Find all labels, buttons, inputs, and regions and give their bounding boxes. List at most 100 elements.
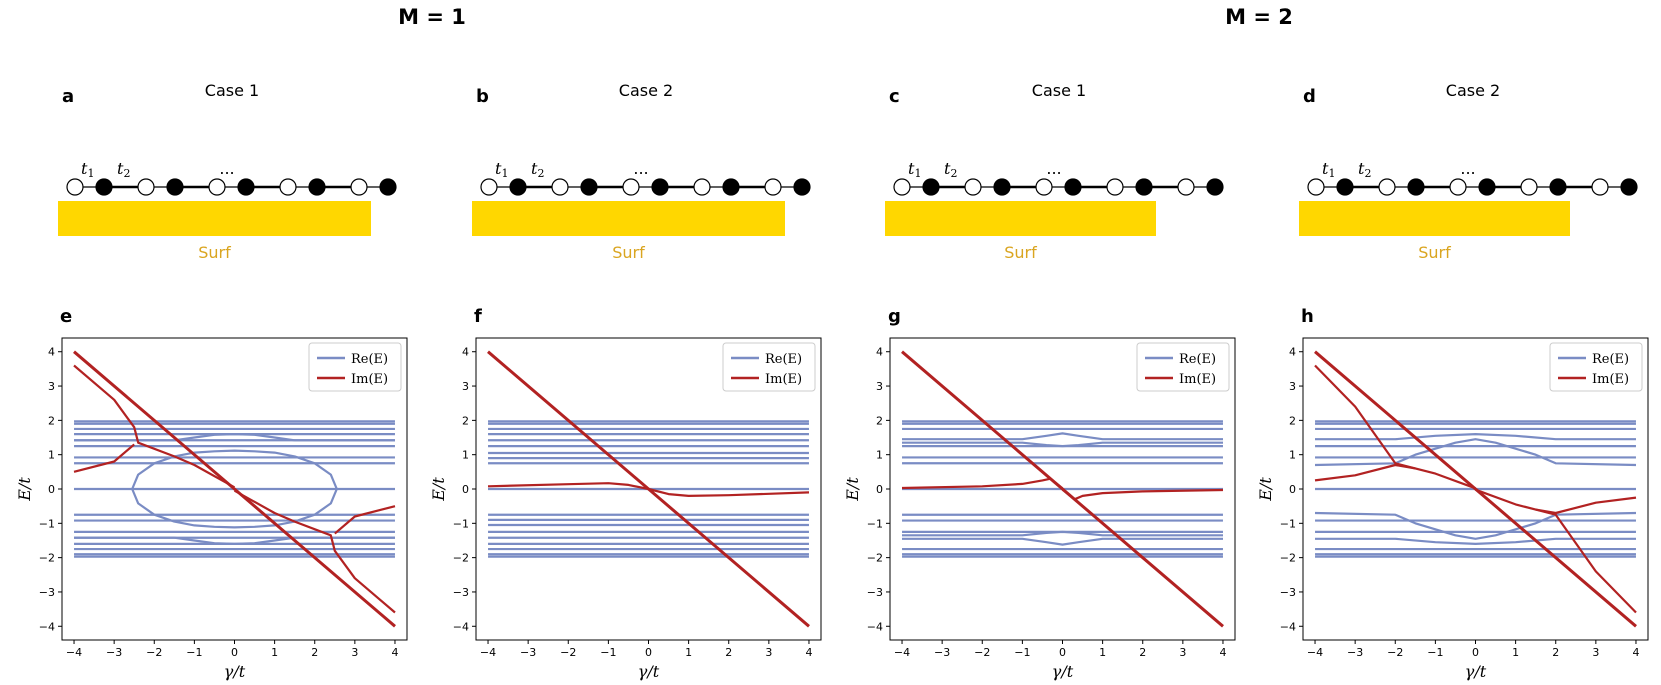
chart-row: e −4 −3 −2 −1 0 1 2 3 4 −4 −3 −2 −1 0 1 2 3 4 γ/t E/t Re(E) Im… [15,306,1649,681]
imag-series-line [73,364,236,489]
ellipsis: ... [633,159,648,178]
site-open [279,178,297,196]
x-tick-label: −2 [146,646,162,659]
case-title: Case 2 [1446,81,1500,100]
site-filled [1064,178,1082,196]
hopping-label-t2: t2 [117,159,130,180]
real-series-line [902,432,1223,441]
x-tick-label: 2 [311,646,318,659]
site-open [1106,178,1124,196]
x-tick-label: −4 [1307,646,1323,659]
legend-real-label: Re(E) [1179,352,1216,367]
y-tick-label: −2 [453,552,469,565]
y-tick-label: 4 [876,346,883,359]
y-tick-label: −1 [867,517,883,530]
chart-panel-g: g −4 −3 −2 −1 0 1 2 3 4 −4 −3 −2 −1 0 1 2 3 4 γ/t E/t Re(E) Im… [843,306,1236,681]
plot-area [1314,350,1637,628]
hopping-label-t1: t1 [81,159,94,180]
site-open [1449,178,1467,196]
y-tick-label: 3 [462,380,469,393]
y-tick-label: −2 [867,552,883,565]
site-open [66,178,84,196]
panel-letter-a: a [62,86,74,107]
schematic-panel-b: b Case 2 Surf t1 t2... [472,81,811,262]
x-tick-label: −3 [520,646,536,659]
chart-panel-f: f −4 −3 −2 −1 0 1 2 3 4 −4 −3 −2 −1 0 1 2 3 4 γ/t E/t Re(E) Im… [429,306,822,681]
surface-block [1299,201,1570,236]
y-tick-label: −4 [1280,620,1296,633]
x-tick-label: −3 [106,646,122,659]
imag-series-line [334,505,396,535]
site-open [350,178,368,196]
y-axis-label: E/t [843,477,862,502]
surface-label: Surf [1004,243,1037,262]
site-open [1177,178,1195,196]
panel-letter-c: c [889,86,900,107]
y-tick-label: 2 [462,414,469,427]
site-open [137,178,155,196]
group-title-m2: M = 2 [1225,5,1293,29]
y-tick-label: −3 [453,586,469,599]
y-tick-label: −4 [867,620,883,633]
schematic-panel-a: a Case 1 Surf t1 t2... [58,81,397,262]
surface-label: Surf [612,243,645,262]
x-tick-label: −4 [66,646,82,659]
y-tick-label: 0 [462,483,469,496]
real-series-line [1314,511,1637,540]
imag-series-line [1061,488,1224,501]
hopping-label-t2: t2 [944,159,957,180]
hopping-label-t1: t1 [495,159,508,180]
x-tick-label: 0 [231,646,238,659]
site-filled [237,178,255,196]
y-tick-label: −4 [453,620,469,633]
plot-area [901,350,1224,628]
ellipsis: ... [1460,159,1475,178]
site-filled [308,178,326,196]
y-tick-label: 4 [462,346,469,359]
x-tick-label: −3 [1347,646,1363,659]
x-tick-label: −2 [560,646,576,659]
x-tick-label: 4 [1632,646,1639,659]
imag-series-line [901,350,1224,628]
y-tick-label: −2 [1280,552,1296,565]
y-tick-label: −3 [39,586,55,599]
imag-series-line [233,489,396,614]
x-tick-label: −1 [1014,646,1030,659]
x-tick-label: −2 [1387,646,1403,659]
x-axis-label: γ/t [224,662,246,681]
x-tick-label: 3 [1592,646,1599,659]
legend-imag-label: Im(E) [1179,372,1216,387]
site-open [964,178,982,196]
y-tick-label: 3 [1289,380,1296,393]
x-tick-label: −1 [186,646,202,659]
imag-series-line [73,443,135,473]
y-tick-label: 3 [876,380,883,393]
real-series-line [902,530,1223,537]
imag-series-line [487,482,810,497]
site-filled [922,178,940,196]
schematic-panel-d: d Case 2 Surf t1 t2... [1299,81,1638,262]
site-filled [1620,178,1638,196]
y-tick-label: −1 [39,517,55,530]
x-tick-label: 4 [1219,646,1226,659]
panel-letter-d: d [1303,86,1316,107]
panel-letter-h: h [1301,306,1314,327]
y-tick-label: 1 [876,449,883,462]
surface-label: Surf [1418,243,1451,262]
surface-label: Surf [198,243,231,262]
x-axis-label: γ/t [1052,662,1074,681]
real-series-line [1315,537,1636,546]
site-filled [651,178,669,196]
imag-series-line [1535,496,1637,515]
x-tick-label: 0 [645,646,652,659]
imag-series-line [73,350,396,628]
y-tick-label: 1 [462,449,469,462]
schematic-panel-c: c Case 1 Surf t1 t2... [885,81,1224,262]
site-open [1520,178,1538,196]
surface-block [472,201,785,236]
real-series-line [902,441,1223,448]
site-open [551,178,569,196]
site-open [1378,178,1396,196]
site-open [480,178,498,196]
panel-letter-b: b [476,86,489,107]
